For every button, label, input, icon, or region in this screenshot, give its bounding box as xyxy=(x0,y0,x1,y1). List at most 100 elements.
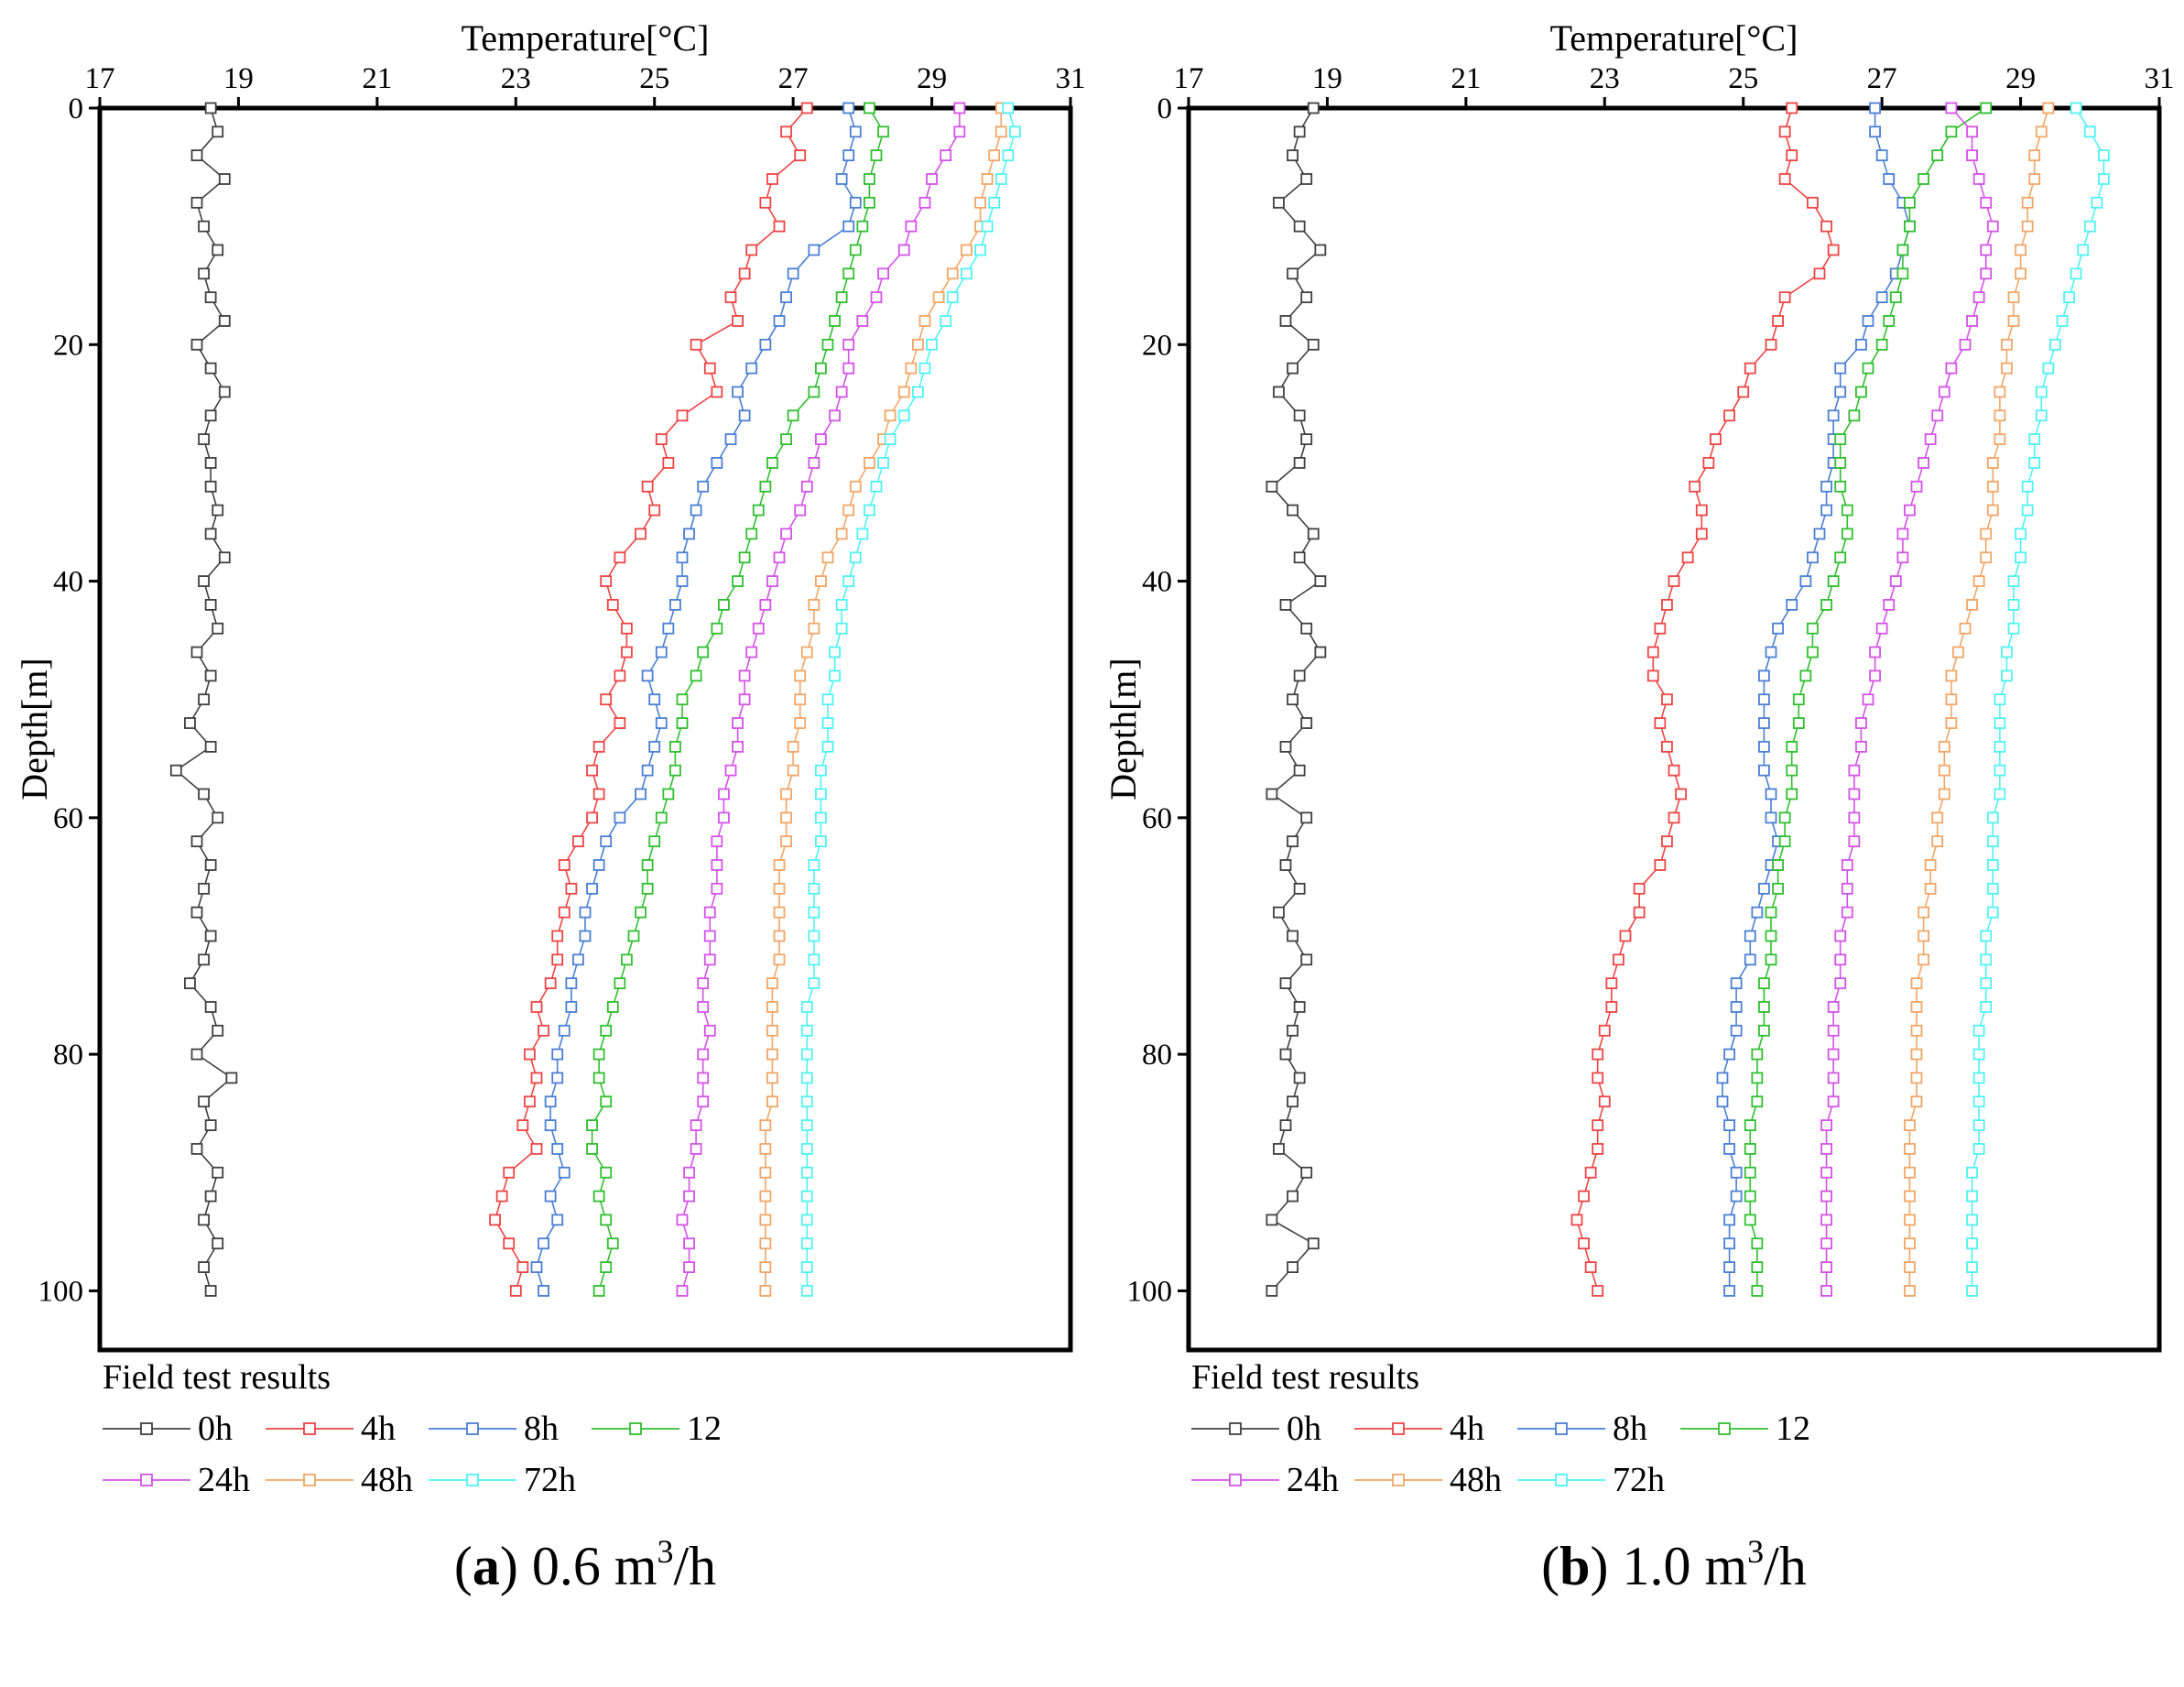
data-point xyxy=(946,291,959,304)
data-point xyxy=(1772,859,1784,871)
caption-text: 0.6 m xyxy=(518,1536,657,1596)
data-point xyxy=(703,953,716,966)
legend-marker xyxy=(466,1474,479,1486)
data-point xyxy=(1986,220,1999,233)
data-point xyxy=(558,859,570,871)
legend-item-4h: 4h xyxy=(266,1409,396,1448)
data-point xyxy=(600,1214,613,1226)
data-point xyxy=(2042,362,2055,375)
data-point xyxy=(2015,244,2026,256)
data-point xyxy=(1765,788,1777,800)
data-point xyxy=(2015,528,2026,540)
data-point xyxy=(1744,1190,1756,1203)
data-point xyxy=(718,788,730,800)
data-point xyxy=(1723,409,1735,422)
data-point xyxy=(1904,220,1916,233)
x-tick-label: 31 xyxy=(1056,62,1086,95)
data-point xyxy=(815,811,827,824)
legend-item-72h: 72h xyxy=(1517,1461,1665,1499)
data-point xyxy=(190,196,203,209)
x-tick-label: 25 xyxy=(1728,62,1758,95)
data-point xyxy=(212,622,224,635)
data-point xyxy=(1744,1166,1756,1179)
data-point xyxy=(1862,693,1874,706)
data-point xyxy=(794,149,807,162)
data-point xyxy=(1300,1166,1313,1179)
legend-item-0h: 0h xyxy=(103,1409,233,1448)
data-point xyxy=(641,480,654,493)
data-point xyxy=(1980,551,1993,564)
data-point xyxy=(1904,1143,1916,1155)
data-point xyxy=(1972,291,1985,304)
data-point xyxy=(766,575,778,587)
data-point xyxy=(1723,1285,1735,1297)
data-point xyxy=(204,1001,217,1013)
data-point xyxy=(766,457,778,469)
data-point xyxy=(711,622,723,635)
plot-frame xyxy=(97,105,1073,1353)
data-point xyxy=(800,1190,813,1203)
data-point xyxy=(198,882,210,895)
data-point xyxy=(1751,1048,1764,1061)
data-point xyxy=(1904,1166,1916,1179)
data-point xyxy=(1758,717,1770,729)
data-point xyxy=(732,386,744,398)
data-point xyxy=(676,551,689,564)
data-point xyxy=(190,1048,203,1061)
data-point xyxy=(2098,149,2110,162)
data-point xyxy=(800,1143,813,1155)
data-point xyxy=(212,1024,224,1037)
data-point xyxy=(808,386,820,398)
data-point xyxy=(918,196,931,209)
data-point xyxy=(1758,1001,1770,1013)
data-point xyxy=(1287,267,1298,280)
data-point xyxy=(1689,480,1701,493)
data-point xyxy=(815,764,827,777)
data-point xyxy=(1910,1024,1923,1037)
data-point xyxy=(198,1261,210,1273)
data-point xyxy=(1681,551,1694,564)
data-point xyxy=(1918,906,1929,919)
data-point xyxy=(592,740,605,753)
data-point xyxy=(204,740,217,753)
data-point xyxy=(690,1119,702,1132)
x-tick-label: 27 xyxy=(778,62,809,95)
caption-unit: /h xyxy=(673,1536,716,1596)
data-point xyxy=(1765,930,1777,942)
data-point xyxy=(198,575,210,587)
data-point xyxy=(711,457,723,469)
data-point xyxy=(1633,906,1646,919)
data-point xyxy=(204,859,217,871)
data-point xyxy=(1904,1261,1916,1273)
data-point xyxy=(697,1001,710,1013)
data-point xyxy=(676,693,689,706)
data-point xyxy=(787,267,799,280)
data-point xyxy=(1834,457,1847,469)
data-point xyxy=(1986,811,1999,824)
data-point xyxy=(1904,1237,1916,1250)
data-point xyxy=(994,173,1007,185)
data-point xyxy=(1646,646,1659,658)
data-point xyxy=(2007,315,2020,327)
data-point xyxy=(641,859,654,871)
caption-paren-close: ) xyxy=(1591,1536,1609,1596)
data-point xyxy=(544,1119,557,1132)
data-point xyxy=(586,882,598,895)
data-point xyxy=(530,1143,543,1155)
data-point xyxy=(1605,977,1618,990)
data-point xyxy=(697,1095,710,1108)
data-point xyxy=(773,551,786,564)
data-point xyxy=(1778,835,1791,848)
x-tick-label: 17 xyxy=(85,62,115,95)
data-point xyxy=(897,244,910,256)
data-point xyxy=(1758,882,1770,895)
data-point xyxy=(1751,906,1764,919)
data-point xyxy=(1889,575,1902,587)
data-point xyxy=(669,764,681,777)
data-point xyxy=(683,1237,695,1250)
legend-marker xyxy=(1718,1422,1731,1435)
data-point xyxy=(676,1214,689,1226)
data-point xyxy=(1918,173,1929,185)
data-point xyxy=(1994,693,2006,706)
data-point xyxy=(1786,740,1798,753)
